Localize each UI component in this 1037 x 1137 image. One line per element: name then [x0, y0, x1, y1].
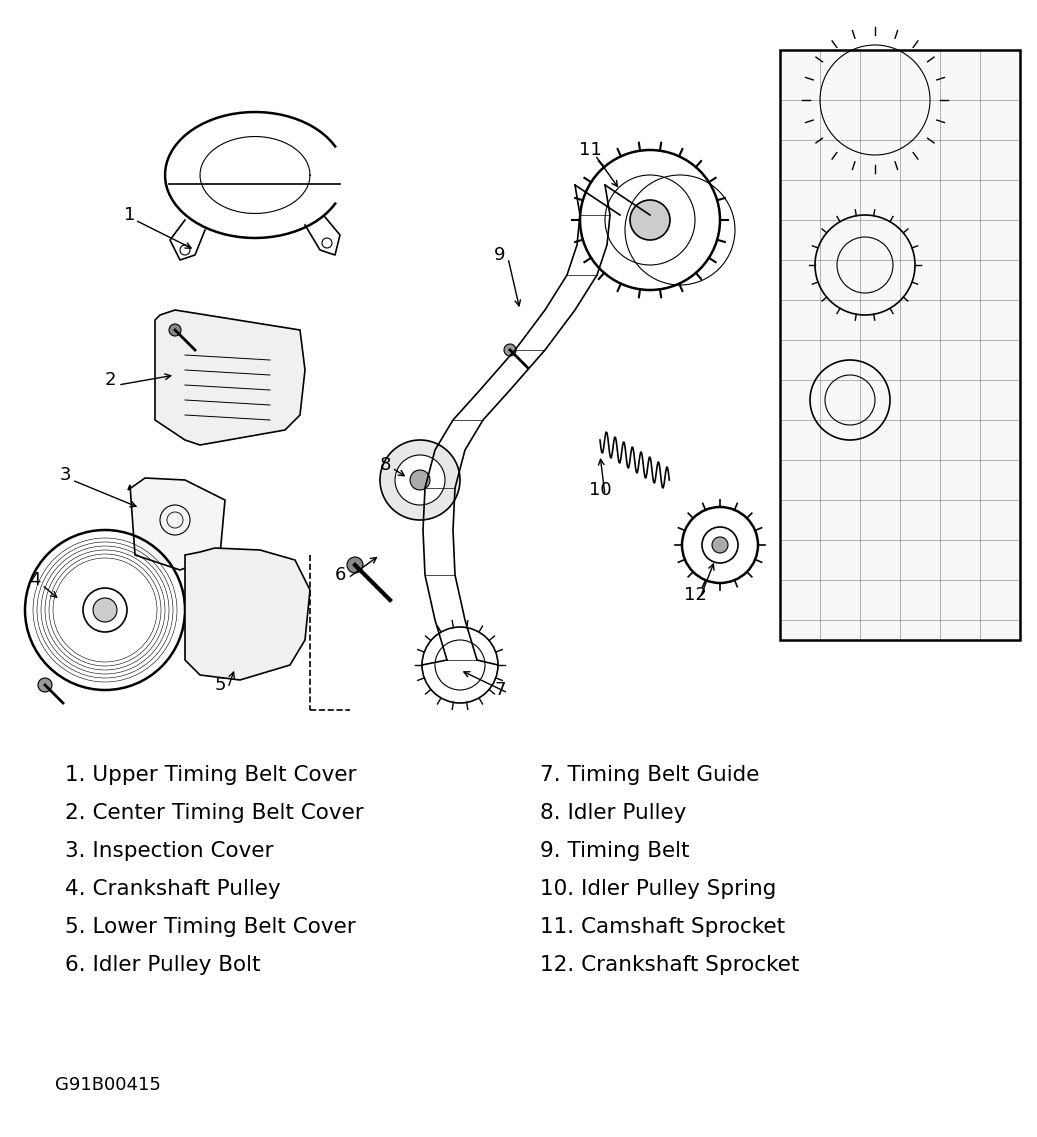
- Text: 1: 1: [124, 206, 136, 224]
- Text: 7. Timing Belt Guide: 7. Timing Belt Guide: [540, 765, 759, 785]
- Circle shape: [504, 345, 516, 356]
- Circle shape: [410, 470, 430, 490]
- Text: 12. Crankshaft Sprocket: 12. Crankshaft Sprocket: [540, 955, 800, 976]
- Text: 2: 2: [105, 371, 116, 389]
- Circle shape: [38, 678, 52, 692]
- Text: 7: 7: [495, 681, 506, 699]
- Text: 4. Crankshaft Pulley: 4. Crankshaft Pulley: [65, 879, 281, 899]
- Circle shape: [712, 537, 728, 553]
- Text: 6. Idler Pulley Bolt: 6. Idler Pulley Bolt: [65, 955, 260, 976]
- Text: 11. Camshaft Sprocket: 11. Camshaft Sprocket: [540, 918, 785, 937]
- Polygon shape: [185, 548, 310, 680]
- Polygon shape: [128, 478, 225, 570]
- Text: 10: 10: [589, 481, 612, 499]
- Text: 2. Center Timing Belt Cover: 2. Center Timing Belt Cover: [65, 803, 364, 823]
- Text: 11: 11: [579, 141, 601, 159]
- Text: G91B00415: G91B00415: [55, 1076, 161, 1094]
- Circle shape: [702, 528, 738, 563]
- Text: 9: 9: [495, 246, 506, 264]
- Text: 1. Upper Timing Belt Cover: 1. Upper Timing Belt Cover: [65, 765, 357, 785]
- Text: 4: 4: [29, 571, 40, 589]
- Text: 6: 6: [334, 566, 345, 584]
- Circle shape: [380, 440, 460, 520]
- Circle shape: [169, 324, 181, 337]
- Text: 8. Idler Pulley: 8. Idler Pulley: [540, 803, 686, 823]
- Circle shape: [93, 598, 117, 622]
- Text: 5. Lower Timing Belt Cover: 5. Lower Timing Belt Cover: [65, 918, 356, 937]
- Circle shape: [630, 200, 670, 240]
- Text: 12: 12: [683, 586, 706, 604]
- Text: 10. Idler Pulley Spring: 10. Idler Pulley Spring: [540, 879, 777, 899]
- Text: 8: 8: [380, 456, 391, 474]
- Text: 3. Inspection Cover: 3. Inspection Cover: [65, 841, 274, 861]
- Text: 3: 3: [59, 466, 71, 484]
- Polygon shape: [155, 310, 305, 445]
- Circle shape: [395, 455, 445, 505]
- Circle shape: [347, 557, 363, 573]
- Text: 9. Timing Belt: 9. Timing Belt: [540, 841, 690, 861]
- Bar: [780, 50, 1020, 640]
- Text: 5: 5: [215, 677, 226, 694]
- Circle shape: [83, 588, 127, 632]
